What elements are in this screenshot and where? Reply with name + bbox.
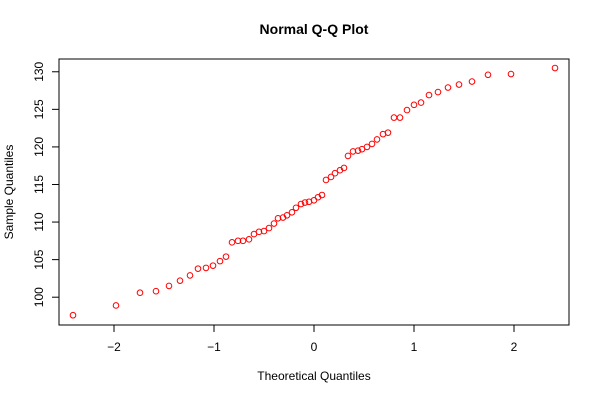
y-ticks: 100 105 110 115 120 125 130	[32, 61, 59, 307]
data-point	[186, 272, 194, 279]
plot-frame	[58, 58, 570, 326]
data-point	[363, 143, 371, 151]
data-point	[136, 289, 144, 296]
data-point	[344, 152, 352, 160]
data-point	[165, 282, 173, 290]
data-point	[234, 237, 242, 245]
data-point	[260, 227, 268, 235]
y-tick-label: 100	[32, 287, 46, 307]
y-tick-label: 105	[32, 249, 46, 269]
data-point	[455, 81, 463, 88]
x-tick-label: 1	[411, 340, 418, 354]
data-point	[551, 64, 559, 72]
data-point	[434, 88, 442, 96]
data-point	[270, 220, 278, 227]
x-tick-label: 2	[511, 340, 518, 354]
data-point	[390, 114, 398, 121]
data-point	[209, 262, 217, 269]
data-point	[444, 84, 452, 91]
data-point	[292, 204, 300, 212]
data-point	[112, 302, 120, 309]
data-points	[69, 64, 559, 319]
chart-title: Normal Q-Q Plot	[260, 21, 369, 37]
data-point	[368, 140, 376, 148]
data-point	[202, 264, 210, 272]
data-point	[297, 200, 305, 208]
y-tick-label: 125	[32, 99, 46, 119]
x-ticks: −2 −1 0 1 2	[107, 325, 518, 354]
data-point	[288, 208, 296, 216]
data-point	[283, 211, 291, 219]
data-point	[468, 78, 476, 85]
y-tick-label: 115	[32, 175, 46, 194]
data-point	[69, 311, 77, 319]
data-point	[410, 101, 418, 109]
data-point	[327, 173, 335, 181]
data-point	[384, 129, 392, 136]
data-point	[318, 191, 326, 199]
data-point	[301, 199, 309, 206]
data-point	[373, 136, 381, 143]
data-point	[274, 214, 282, 222]
data-point	[340, 164, 348, 172]
data-point	[216, 257, 224, 265]
data-point	[176, 277, 184, 284]
data-point	[403, 106, 411, 114]
data-point	[310, 196, 318, 204]
data-point	[507, 70, 515, 78]
data-point	[417, 99, 425, 106]
data-point	[484, 71, 492, 79]
data-point	[255, 228, 263, 236]
data-point	[222, 253, 230, 260]
data-point	[152, 287, 160, 295]
data-point	[396, 114, 404, 121]
y-axis-label: Sample Quantiles	[2, 145, 16, 240]
data-point	[265, 224, 273, 232]
data-point	[349, 148, 357, 155]
data-point	[228, 239, 236, 246]
data-point	[354, 147, 362, 154]
data-point	[245, 236, 253, 243]
y-tick-label: 130	[32, 61, 46, 81]
x-tick-label: −2	[107, 340, 121, 354]
x-tick-label: 0	[311, 340, 318, 354]
x-axis-label: Theoretical Quantiles	[257, 369, 370, 383]
data-point	[194, 265, 202, 272]
x-axis: −2 −1 0 1 2	[107, 324, 518, 354]
data-point	[331, 169, 339, 177]
x-tick-label: −1	[207, 340, 221, 354]
y-tick-label: 120	[32, 137, 46, 157]
data-point	[322, 176, 330, 184]
y-tick-label: 110	[32, 212, 46, 231]
y-axis: 100 105 110 115 120 125 130	[32, 61, 60, 307]
data-point	[239, 237, 247, 245]
data-point	[425, 91, 433, 99]
